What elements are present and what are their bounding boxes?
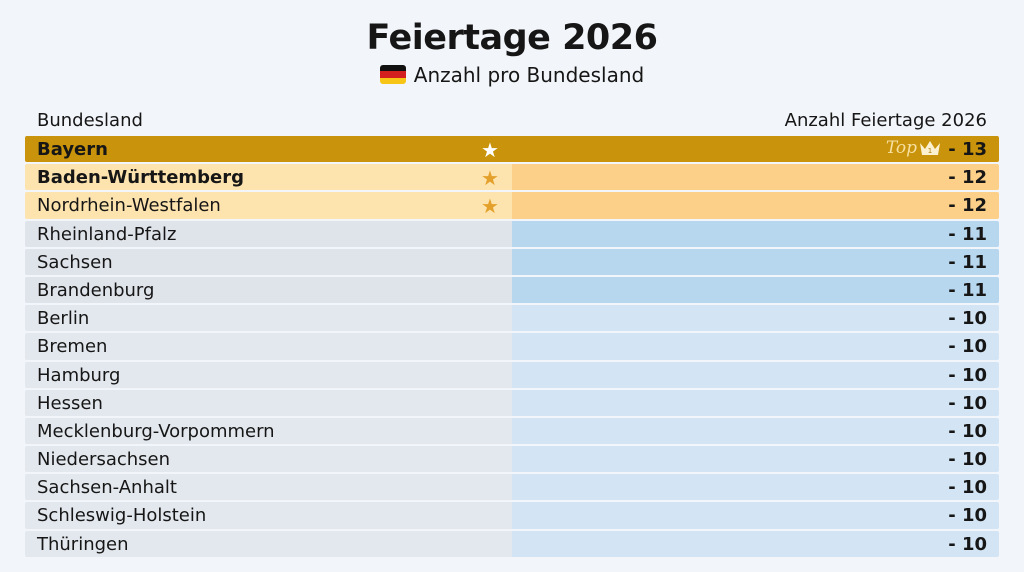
holiday-table: Bayern ★ Top 1- 13 Baden-Württemberg ★ - 12 … bbox=[25, 136, 999, 559]
column-header-state: Bundesland bbox=[37, 110, 143, 131]
count-cell: - 10 bbox=[512, 389, 999, 416]
holiday-count: - 10 bbox=[948, 364, 987, 386]
state-cell: Brandenburg bbox=[25, 276, 512, 304]
table-row: Sachsen-Anhalt - 10 bbox=[25, 474, 999, 501]
count-cell: - 10 bbox=[512, 446, 999, 473]
count-cell: - 10 bbox=[512, 530, 999, 557]
state-cell: Mecklenburg-Vorpommern bbox=[25, 417, 512, 445]
holiday-count: - 10 bbox=[948, 449, 987, 471]
holiday-count: - 11 bbox=[948, 223, 987, 245]
state-name: Hamburg bbox=[37, 364, 121, 386]
table-row: Mecklenburg-Vorpommern - 10 bbox=[25, 417, 999, 445]
table-row: Sachsen - 11 bbox=[25, 248, 999, 275]
holiday-count: - 12 bbox=[948, 167, 987, 189]
state-cell: Niedersachsen bbox=[25, 446, 512, 473]
holiday-count: - 11 bbox=[948, 251, 987, 273]
state-name: Rheinland-Pfalz bbox=[37, 223, 177, 245]
state-name: Mecklenburg-Vorpommern bbox=[37, 420, 275, 442]
state-cell: Nordrhein-Westfalen ★ bbox=[25, 192, 512, 219]
state-name: Niedersachsen bbox=[37, 449, 171, 471]
state-name: Berlin bbox=[37, 308, 90, 330]
state-cell: Baden-Württemberg ★ bbox=[25, 164, 512, 191]
count-cell: - 11 bbox=[512, 248, 999, 275]
count-cell: - 10 bbox=[512, 474, 999, 501]
state-name: Sachsen-Anhalt bbox=[37, 477, 177, 499]
state-cell: Bremen bbox=[25, 333, 512, 360]
top-label: Top bbox=[885, 138, 917, 158]
state-name: Brandenburg bbox=[37, 279, 155, 301]
table-row: Bayern ★ Top 1 - 13 bbox=[25, 136, 999, 163]
count-cell: - 11 bbox=[512, 220, 999, 247]
column-header-count: Anzahl Feiertage 2026 bbox=[784, 110, 987, 131]
table-row: Berlin - 10 bbox=[25, 305, 999, 332]
state-name: Nordrhein-Westfalen bbox=[37, 195, 221, 217]
state-name: Bremen bbox=[37, 336, 108, 358]
table-row: Hamburg - 10 bbox=[25, 361, 999, 388]
state-cell: Berlin bbox=[25, 305, 512, 332]
holiday-count: - 10 bbox=[948, 533, 987, 555]
table-row: Baden-Württemberg ★ - 12 bbox=[25, 164, 999, 191]
holiday-count: - 10 bbox=[948, 336, 987, 358]
count-cell: - 11 bbox=[512, 276, 999, 304]
count-cell: - 10 bbox=[512, 361, 999, 388]
holiday-count: - 10 bbox=[948, 420, 987, 442]
table-row: Schleswig-Holstein - 10 bbox=[25, 502, 999, 529]
star-icon: ★ bbox=[481, 194, 499, 219]
count-cell: Top 1 - 13 bbox=[512, 136, 999, 163]
state-cell: Rheinland-Pfalz bbox=[25, 220, 512, 247]
state-cell: Schleswig-Holstein bbox=[25, 502, 512, 529]
state-name: Sachsen bbox=[37, 251, 113, 273]
state-cell: Hessen bbox=[25, 389, 512, 416]
table-row: Thüringen - 10 bbox=[25, 530, 999, 557]
holiday-count: - 13 bbox=[948, 139, 987, 160]
holiday-count: - 10 bbox=[948, 505, 987, 527]
count-cell: - 12 bbox=[512, 192, 999, 219]
state-cell: Sachsen bbox=[25, 248, 512, 275]
state-name: Baden-Württemberg bbox=[37, 167, 245, 189]
state-cell: Sachsen-Anhalt bbox=[25, 474, 512, 501]
holiday-count: - 12 bbox=[948, 195, 987, 217]
state-name: Schleswig-Holstein bbox=[37, 505, 207, 527]
state-name: Thüringen bbox=[37, 533, 129, 555]
table-row: Nordrhein-Westfalen ★ - 12 bbox=[25, 192, 999, 219]
state-cell: Bayern ★ bbox=[25, 136, 512, 163]
table-row: Hessen - 10 bbox=[25, 389, 999, 416]
holiday-count: - 10 bbox=[948, 477, 987, 499]
page-subtitle: Anzahl pro Bundesland bbox=[0, 63, 1024, 87]
count-cell: - 10 bbox=[512, 333, 999, 360]
holiday-count: - 10 bbox=[948, 392, 987, 414]
table-row: Niedersachsen - 10 bbox=[25, 446, 999, 473]
table-row: Bremen - 10 bbox=[25, 333, 999, 360]
state-name: Hessen bbox=[37, 392, 103, 414]
count-cell: - 10 bbox=[512, 502, 999, 529]
germany-flag-icon bbox=[379, 65, 406, 84]
count-cell: - 12 bbox=[512, 164, 999, 191]
count-cell: - 10 bbox=[512, 305, 999, 332]
crown-icon: 1 bbox=[920, 141, 940, 155]
page-title: Feiertage 2026 bbox=[366, 18, 658, 58]
subtitle-text: Anzahl pro Bundesland bbox=[413, 63, 645, 87]
table-row: Rheinland-Pfalz - 11 bbox=[25, 220, 999, 247]
holiday-count: - 11 bbox=[948, 279, 987, 301]
state-cell: Thüringen bbox=[25, 530, 512, 557]
state-name: Bayern bbox=[37, 139, 108, 160]
star-icon: ★ bbox=[481, 138, 499, 162]
state-cell: Hamburg bbox=[25, 361, 512, 388]
holiday-count: - 10 bbox=[948, 308, 987, 330]
table-row: Brandenburg - 11 bbox=[25, 276, 999, 304]
star-icon: ★ bbox=[481, 166, 499, 191]
crown-rank: 1 bbox=[928, 147, 932, 155]
count-cell: - 10 bbox=[512, 417, 999, 445]
